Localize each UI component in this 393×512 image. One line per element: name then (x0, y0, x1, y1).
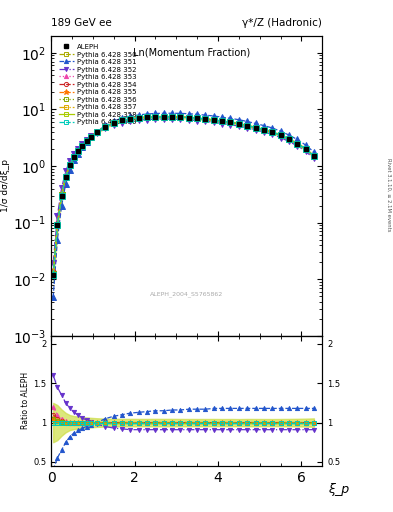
Legend: ALEPH, Pythia 6.428 350, Pythia 6.428 351, Pythia 6.428 352, Pythia 6.428 353, P: ALEPH, Pythia 6.428 350, Pythia 6.428 35… (57, 42, 138, 126)
Text: γ*/Z (Hadronic): γ*/Z (Hadronic) (242, 18, 322, 28)
Text: ξ_p: ξ_p (328, 483, 349, 496)
Text: 189 GeV ee: 189 GeV ee (51, 18, 112, 28)
Y-axis label: Ratio to ALEPH: Ratio to ALEPH (21, 372, 30, 430)
Text: Ln(Momentum Fraction): Ln(Momentum Fraction) (134, 48, 251, 58)
Text: ALEPH_2004_S5765862: ALEPH_2004_S5765862 (150, 291, 223, 297)
Text: Rivet 3.1.10, ≥ 2.1M events: Rivet 3.1.10, ≥ 2.1M events (386, 158, 391, 231)
Y-axis label: 1/σ dσ/dξ_p: 1/σ dσ/dξ_p (1, 159, 10, 212)
